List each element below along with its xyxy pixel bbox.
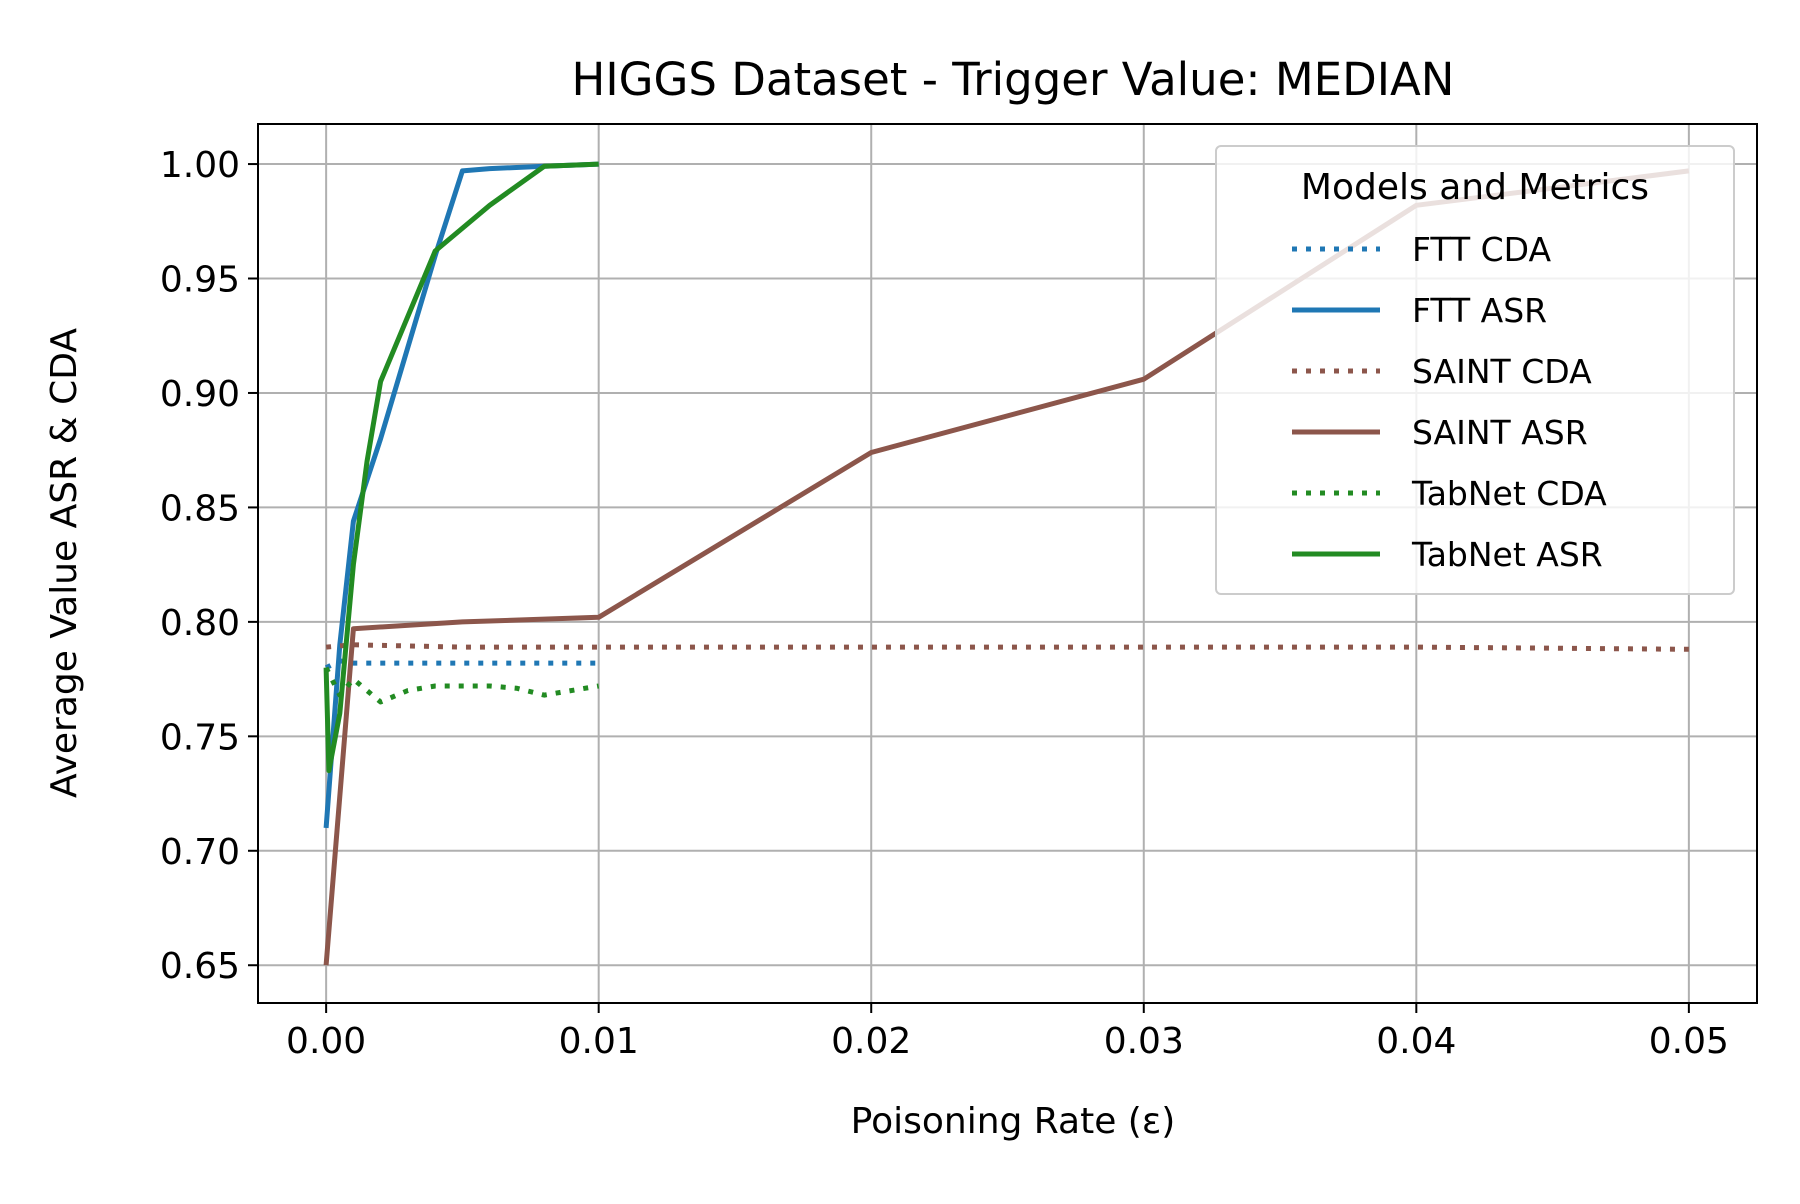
chart-title: HIGGS Dataset - Trigger Value: MEDIAN xyxy=(572,53,1455,106)
legend-items: FTT CDA FTT ASR SAINT CDA SAINT ASR TabNet C… xyxy=(1292,230,1607,574)
legend-label-tabnet-cda: TabNet CDA xyxy=(1411,474,1607,513)
legend-box xyxy=(1215,145,1735,595)
legend-label-saint-cda: SAINT CDA xyxy=(1412,352,1592,391)
y-tick-label: 0.65 xyxy=(160,946,240,987)
x-tick-label: 0.05 xyxy=(1649,1021,1729,1062)
y-tick-label: 0.85 xyxy=(160,488,240,529)
series-tabnet-cda-line xyxy=(323,666,600,705)
x-axis-label: Poisoning Rate (ε) xyxy=(851,1101,1176,1142)
legend-label-tabnet-asr: TabNet ASR xyxy=(1411,535,1603,574)
x-tick-label: 0.00 xyxy=(286,1021,366,1062)
legend-title: Models and Metrics xyxy=(1301,167,1649,208)
y-tick-label: 0.95 xyxy=(160,260,240,301)
x-tick-label: 0.03 xyxy=(1104,1021,1184,1062)
series-tabnet-asr-line xyxy=(323,161,599,774)
y-axis-label: Average Value ASR & CDA xyxy=(44,328,85,798)
y-tick-label: 1.00 xyxy=(160,145,240,186)
x-tick-label: 0.04 xyxy=(1376,1021,1456,1062)
legend-label-saint-asr: SAINT ASR xyxy=(1412,413,1588,452)
y-tick-label: 0.75 xyxy=(160,717,240,758)
legend-label-ftt-cda: FTT CDA xyxy=(1412,230,1551,269)
x-tick-label: 0.02 xyxy=(831,1021,911,1062)
y-tick-label: 0.90 xyxy=(160,374,240,415)
legend: Models and Metrics FTT CDA FTT ASR SAINT C… xyxy=(1215,145,1735,595)
axis-ticks: 0.00 0.01 0.02 0.03 0.04 0.05 0.65 0.70 0.75 0.80… xyxy=(160,145,1729,1062)
series-saint-cda-line xyxy=(325,642,1689,652)
x-tick-label: 0.01 xyxy=(559,1021,639,1062)
plot-frame xyxy=(257,123,1758,1004)
y-tick-label: 0.80 xyxy=(160,603,240,644)
legend-label-ftt-asr: FTT ASR xyxy=(1412,291,1547,330)
y-tick-label: 0.70 xyxy=(160,832,240,873)
